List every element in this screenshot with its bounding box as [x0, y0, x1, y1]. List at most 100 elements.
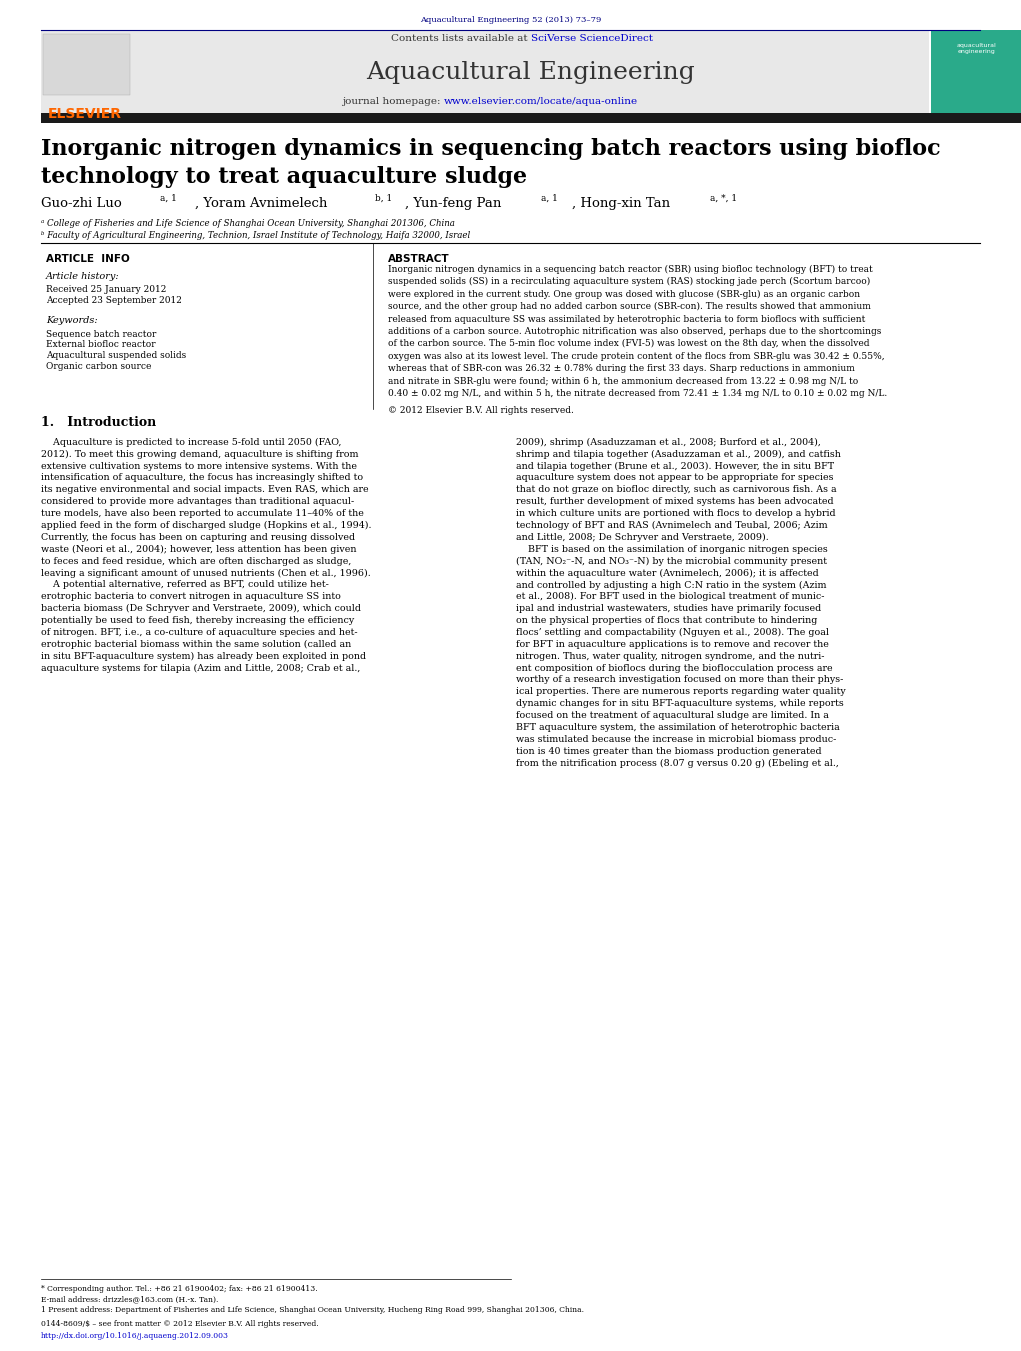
Text: in situ BFT-aquaculture system) has already been exploited in pond: in situ BFT-aquaculture system) has alre…: [41, 651, 366, 661]
Text: Aquacultural suspended solids: Aquacultural suspended solids: [46, 351, 186, 361]
Text: flocs’ settling and compactability (Nguyen et al., 2008). The goal: flocs’ settling and compactability (Nguy…: [516, 628, 829, 638]
Text: aquacultural
engineering: aquacultural engineering: [957, 43, 995, 54]
Text: within the aquaculture water (Avnimelech, 2006); it is affected: within the aquaculture water (Avnimelech…: [516, 569, 819, 578]
Text: Aquacultural Engineering 52 (2013) 73–79: Aquacultural Engineering 52 (2013) 73–79: [420, 16, 601, 24]
Text: aquaculture system does not appear to be appropriate for species: aquaculture system does not appear to be…: [516, 473, 833, 482]
Text: erotrophic bacterial biomass within the same solution (called an: erotrophic bacterial biomass within the …: [41, 640, 351, 648]
Text: suspended solids (SS) in a recirculating aquaculture system (RAS) stocking jade : suspended solids (SS) in a recirculating…: [388, 277, 870, 286]
Text: SciVerse ScienceDirect: SciVerse ScienceDirect: [531, 34, 652, 43]
Text: dynamic changes for in situ BFT-aquaculture systems, while reports: dynamic changes for in situ BFT-aquacult…: [516, 700, 843, 708]
Text: ARTICLE  INFO: ARTICLE INFO: [46, 254, 130, 263]
Text: ᵃ College of Fisheries and Life Science of Shanghai Ocean University, Shanghai 2: ᵃ College of Fisheries and Life Science …: [41, 219, 454, 228]
Text: tion is 40 times greater than the biomass production generated: tion is 40 times greater than the biomas…: [516, 747, 821, 755]
Text: and controlled by adjusting a high C:N ratio in the system (Azim: and controlled by adjusting a high C:N r…: [516, 581, 826, 589]
Text: on the physical properties of flocs that contribute to hindering: on the physical properties of flocs that…: [516, 616, 817, 626]
Text: ELSEVIER: ELSEVIER: [48, 107, 121, 120]
Text: a, 1: a, 1: [541, 193, 558, 203]
Text: , Yun-feng Pan: , Yun-feng Pan: [405, 197, 501, 211]
Text: 2012). To meet this growing demand, aquaculture is shifting from: 2012). To meet this growing demand, aqua…: [41, 450, 358, 459]
Text: oxygen was also at its lowest level. The crude protein content of the flocs from: oxygen was also at its lowest level. The…: [388, 351, 884, 361]
Text: 1.   Introduction: 1. Introduction: [41, 416, 156, 430]
Text: 2009), shrimp (Asaduzzaman et al., 2008; Burford et al., 2004),: 2009), shrimp (Asaduzzaman et al., 2008;…: [516, 438, 821, 447]
Text: (TAN, NO₂⁻-N, and NO₃⁻-N) by the microbial community present: (TAN, NO₂⁻-N, and NO₃⁻-N) by the microbi…: [516, 557, 827, 566]
FancyBboxPatch shape: [41, 113, 1021, 123]
Text: nitrogen. Thus, water quality, nitrogen syndrome, and the nutri-: nitrogen. Thus, water quality, nitrogen …: [516, 651, 824, 661]
Text: © 2012 Elsevier B.V. All rights reserved.: © 2012 Elsevier B.V. All rights reserved…: [388, 405, 574, 415]
Text: , Yoram Avnimelech: , Yoram Avnimelech: [195, 197, 328, 211]
Text: and tilapia together (Brune et al., 2003). However, the in situ BFT: and tilapia together (Brune et al., 2003…: [516, 462, 834, 470]
Text: b, 1: b, 1: [375, 193, 392, 203]
Text: www.elsevier.com/locate/aqua-online: www.elsevier.com/locate/aqua-online: [444, 97, 638, 107]
Text: and Little, 2008; De Schryver and Verstraete, 2009).: and Little, 2008; De Schryver and Verstr…: [516, 532, 769, 542]
Text: Received 25 January 2012: Received 25 January 2012: [46, 285, 166, 295]
Text: were explored in the current study. One group was dosed with glucose (SBR-glu) a: were explored in the current study. One …: [388, 289, 860, 299]
Text: focused on the treatment of aquacultural sludge are limited. In a: focused on the treatment of aquacultural…: [516, 711, 828, 720]
Text: of the carbon source. The 5-min floc volume index (FVI-5) was lowest on the 8th : of the carbon source. The 5-min floc vol…: [388, 339, 870, 349]
Text: ent composition of bioflocs during the bioflocculation process are: ent composition of bioflocs during the b…: [516, 663, 832, 673]
Text: that do not graze on biofloc directly, such as carnivorous fish. As a: that do not graze on biofloc directly, s…: [516, 485, 836, 494]
Text: erotrophic bacteria to convert nitrogen in aquaculture SS into: erotrophic bacteria to convert nitrogen …: [41, 592, 341, 601]
Text: applied feed in the form of discharged sludge (Hopkins et al., 1994).: applied feed in the form of discharged s…: [41, 521, 372, 530]
Text: Inorganic nitrogen dynamics in a sequencing batch reactor (SBR) using biofloc te: Inorganic nitrogen dynamics in a sequenc…: [388, 265, 873, 274]
Text: BFT is based on the assimilation of inorganic nitrogen species: BFT is based on the assimilation of inor…: [516, 544, 827, 554]
Text: extensive cultivation systems to more intensive systems. With the: extensive cultivation systems to more in…: [41, 462, 357, 470]
Text: Guo-zhi Luo: Guo-zhi Luo: [41, 197, 121, 211]
Text: Currently, the focus has been on capturing and reusing dissolved: Currently, the focus has been on capturi…: [41, 532, 355, 542]
Text: technology of BFT and RAS (Avnimelech and Teubal, 2006; Azim: technology of BFT and RAS (Avnimelech an…: [516, 521, 827, 530]
Text: worthy of a research investigation focused on more than their phys-: worthy of a research investigation focus…: [516, 676, 843, 685]
Text: Sequence batch reactor: Sequence batch reactor: [46, 330, 156, 339]
Text: bacteria biomass (De Schryver and Verstraete, 2009), which could: bacteria biomass (De Schryver and Verstr…: [41, 604, 360, 613]
Text: * Corresponding author. Tel.: +86 21 61900402; fax: +86 21 61900413.: * Corresponding author. Tel.: +86 21 619…: [41, 1285, 318, 1293]
Text: 0144-8609/$ – see front matter © 2012 Elsevier B.V. All rights reserved.: 0144-8609/$ – see front matter © 2012 El…: [41, 1320, 319, 1328]
Text: Aquacultural Engineering: Aquacultural Engineering: [367, 61, 695, 84]
Text: Organic carbon source: Organic carbon source: [46, 362, 151, 372]
Text: to feces and feed residue, which are often discharged as sludge,: to feces and feed residue, which are oft…: [41, 557, 351, 566]
Text: Article history:: Article history:: [46, 272, 119, 281]
Text: considered to provide more advantages than traditional aquacul-: considered to provide more advantages th…: [41, 497, 354, 507]
Text: Accepted 23 September 2012: Accepted 23 September 2012: [46, 296, 182, 305]
Text: additions of a carbon source. Autotrophic nitrification was also observed, perha: additions of a carbon source. Autotrophi…: [388, 327, 881, 336]
Text: whereas that of SBR-con was 26.32 ± 0.78% during the first 33 days. Sharp reduct: whereas that of SBR-con was 26.32 ± 0.78…: [388, 365, 855, 373]
Text: External biofloc reactor: External biofloc reactor: [46, 340, 155, 350]
Text: 0.40 ± 0.02 mg N/L, and within 5 h, the nitrate decreased from 72.41 ± 1.34 mg N: 0.40 ± 0.02 mg N/L, and within 5 h, the …: [388, 389, 887, 399]
Text: released from aquaculture SS was assimilated by heterotrophic bacteria to form b: released from aquaculture SS was assimil…: [388, 315, 866, 323]
Text: Keywords:: Keywords:: [46, 316, 98, 326]
Text: ᵇ Faculty of Agricultural Engineering, Technion, Israel Institute of Technology,: ᵇ Faculty of Agricultural Engineering, T…: [41, 231, 470, 240]
Text: aquaculture systems for tilapia (Azim and Little, 2008; Crab et al.,: aquaculture systems for tilapia (Azim an…: [41, 663, 360, 673]
Text: shrimp and tilapia together (Asaduzzaman et al., 2009), and catfish: shrimp and tilapia together (Asaduzzaman…: [516, 450, 840, 459]
Text: BFT aquaculture system, the assimilation of heterotrophic bacteria: BFT aquaculture system, the assimilation…: [516, 723, 839, 732]
FancyBboxPatch shape: [931, 30, 1021, 115]
Text: et al., 2008). For BFT used in the biological treatment of munic-: et al., 2008). For BFT used in the biolo…: [516, 592, 824, 601]
Text: was stimulated because the increase in microbial biomass produc-: was stimulated because the increase in m…: [516, 735, 836, 744]
FancyBboxPatch shape: [43, 34, 130, 95]
Text: potentially be used to feed fish, thereby increasing the efficiency: potentially be used to feed fish, thereb…: [41, 616, 354, 626]
Text: Aquaculture is predicted to increase 5-fold until 2050 (FAO,: Aquaculture is predicted to increase 5-f…: [41, 438, 341, 447]
Text: ipal and industrial wastewaters, studies have primarily focused: ipal and industrial wastewaters, studies…: [516, 604, 821, 613]
Text: from the nitrification process (8.07 g versus 0.20 g) (Ebeling et al.,: from the nitrification process (8.07 g v…: [516, 759, 838, 767]
Text: , Hong-xin Tan: , Hong-xin Tan: [572, 197, 670, 211]
Text: for BFT in aquaculture applications is to remove and recover the: for BFT in aquaculture applications is t…: [516, 640, 828, 648]
Text: waste (Neori et al., 2004); however, less attention has been given: waste (Neori et al., 2004); however, les…: [41, 544, 356, 554]
Text: journal homepage:: journal homepage:: [342, 97, 444, 107]
Text: a, 1: a, 1: [160, 193, 178, 203]
Text: ABSTRACT: ABSTRACT: [388, 254, 449, 263]
Text: Contents lists available at: Contents lists available at: [391, 34, 531, 43]
Text: source, and the other group had no added carbon source (SBR-con). The results sh: source, and the other group had no added…: [388, 303, 871, 311]
Text: of nitrogen. BFT, i.e., a co-culture of aquaculture species and het-: of nitrogen. BFT, i.e., a co-culture of …: [41, 628, 357, 636]
Text: 1 Present address: Department of Fisheries and Life Science, Shanghai Ocean Univ: 1 Present address: Department of Fisheri…: [41, 1306, 584, 1315]
Text: leaving a significant amount of unused nutrients (Chen et al., 1996).: leaving a significant amount of unused n…: [41, 569, 371, 578]
Text: and nitrate in SBR-glu were found; within 6 h, the ammonium decreased from 13.22: and nitrate in SBR-glu were found; withi…: [388, 377, 859, 385]
Text: a, *, 1: a, *, 1: [710, 193, 737, 203]
Text: in which culture units are portioned with flocs to develop a hybrid: in which culture units are portioned wit…: [516, 509, 835, 517]
Text: E-mail address: drizzles@163.com (H.-x. Tan).: E-mail address: drizzles@163.com (H.-x. …: [41, 1296, 218, 1304]
Text: technology to treat aquaculture sludge: technology to treat aquaculture sludge: [41, 166, 527, 188]
Text: intensification of aquaculture, the focus has increasingly shifted to: intensification of aquaculture, the focu…: [41, 473, 362, 482]
Text: its negative environmental and social impacts. Even RAS, which are: its negative environmental and social im…: [41, 485, 369, 494]
Text: result, further development of mixed systems has been advocated: result, further development of mixed sys…: [516, 497, 833, 507]
Text: ture models, have also been reported to accumulate 11–40% of the: ture models, have also been reported to …: [41, 509, 363, 517]
FancyBboxPatch shape: [41, 30, 929, 115]
Text: Inorganic nitrogen dynamics in sequencing batch reactors using biofloc: Inorganic nitrogen dynamics in sequencin…: [41, 138, 940, 159]
Text: http://dx.doi.org/10.1016/j.aquaeng.2012.09.003: http://dx.doi.org/10.1016/j.aquaeng.2012…: [41, 1332, 229, 1340]
Text: A potential alternative, referred as BFT, could utilize het-: A potential alternative, referred as BFT…: [41, 581, 329, 589]
Text: ical properties. There are numerous reports regarding water quality: ical properties. There are numerous repo…: [516, 688, 845, 696]
